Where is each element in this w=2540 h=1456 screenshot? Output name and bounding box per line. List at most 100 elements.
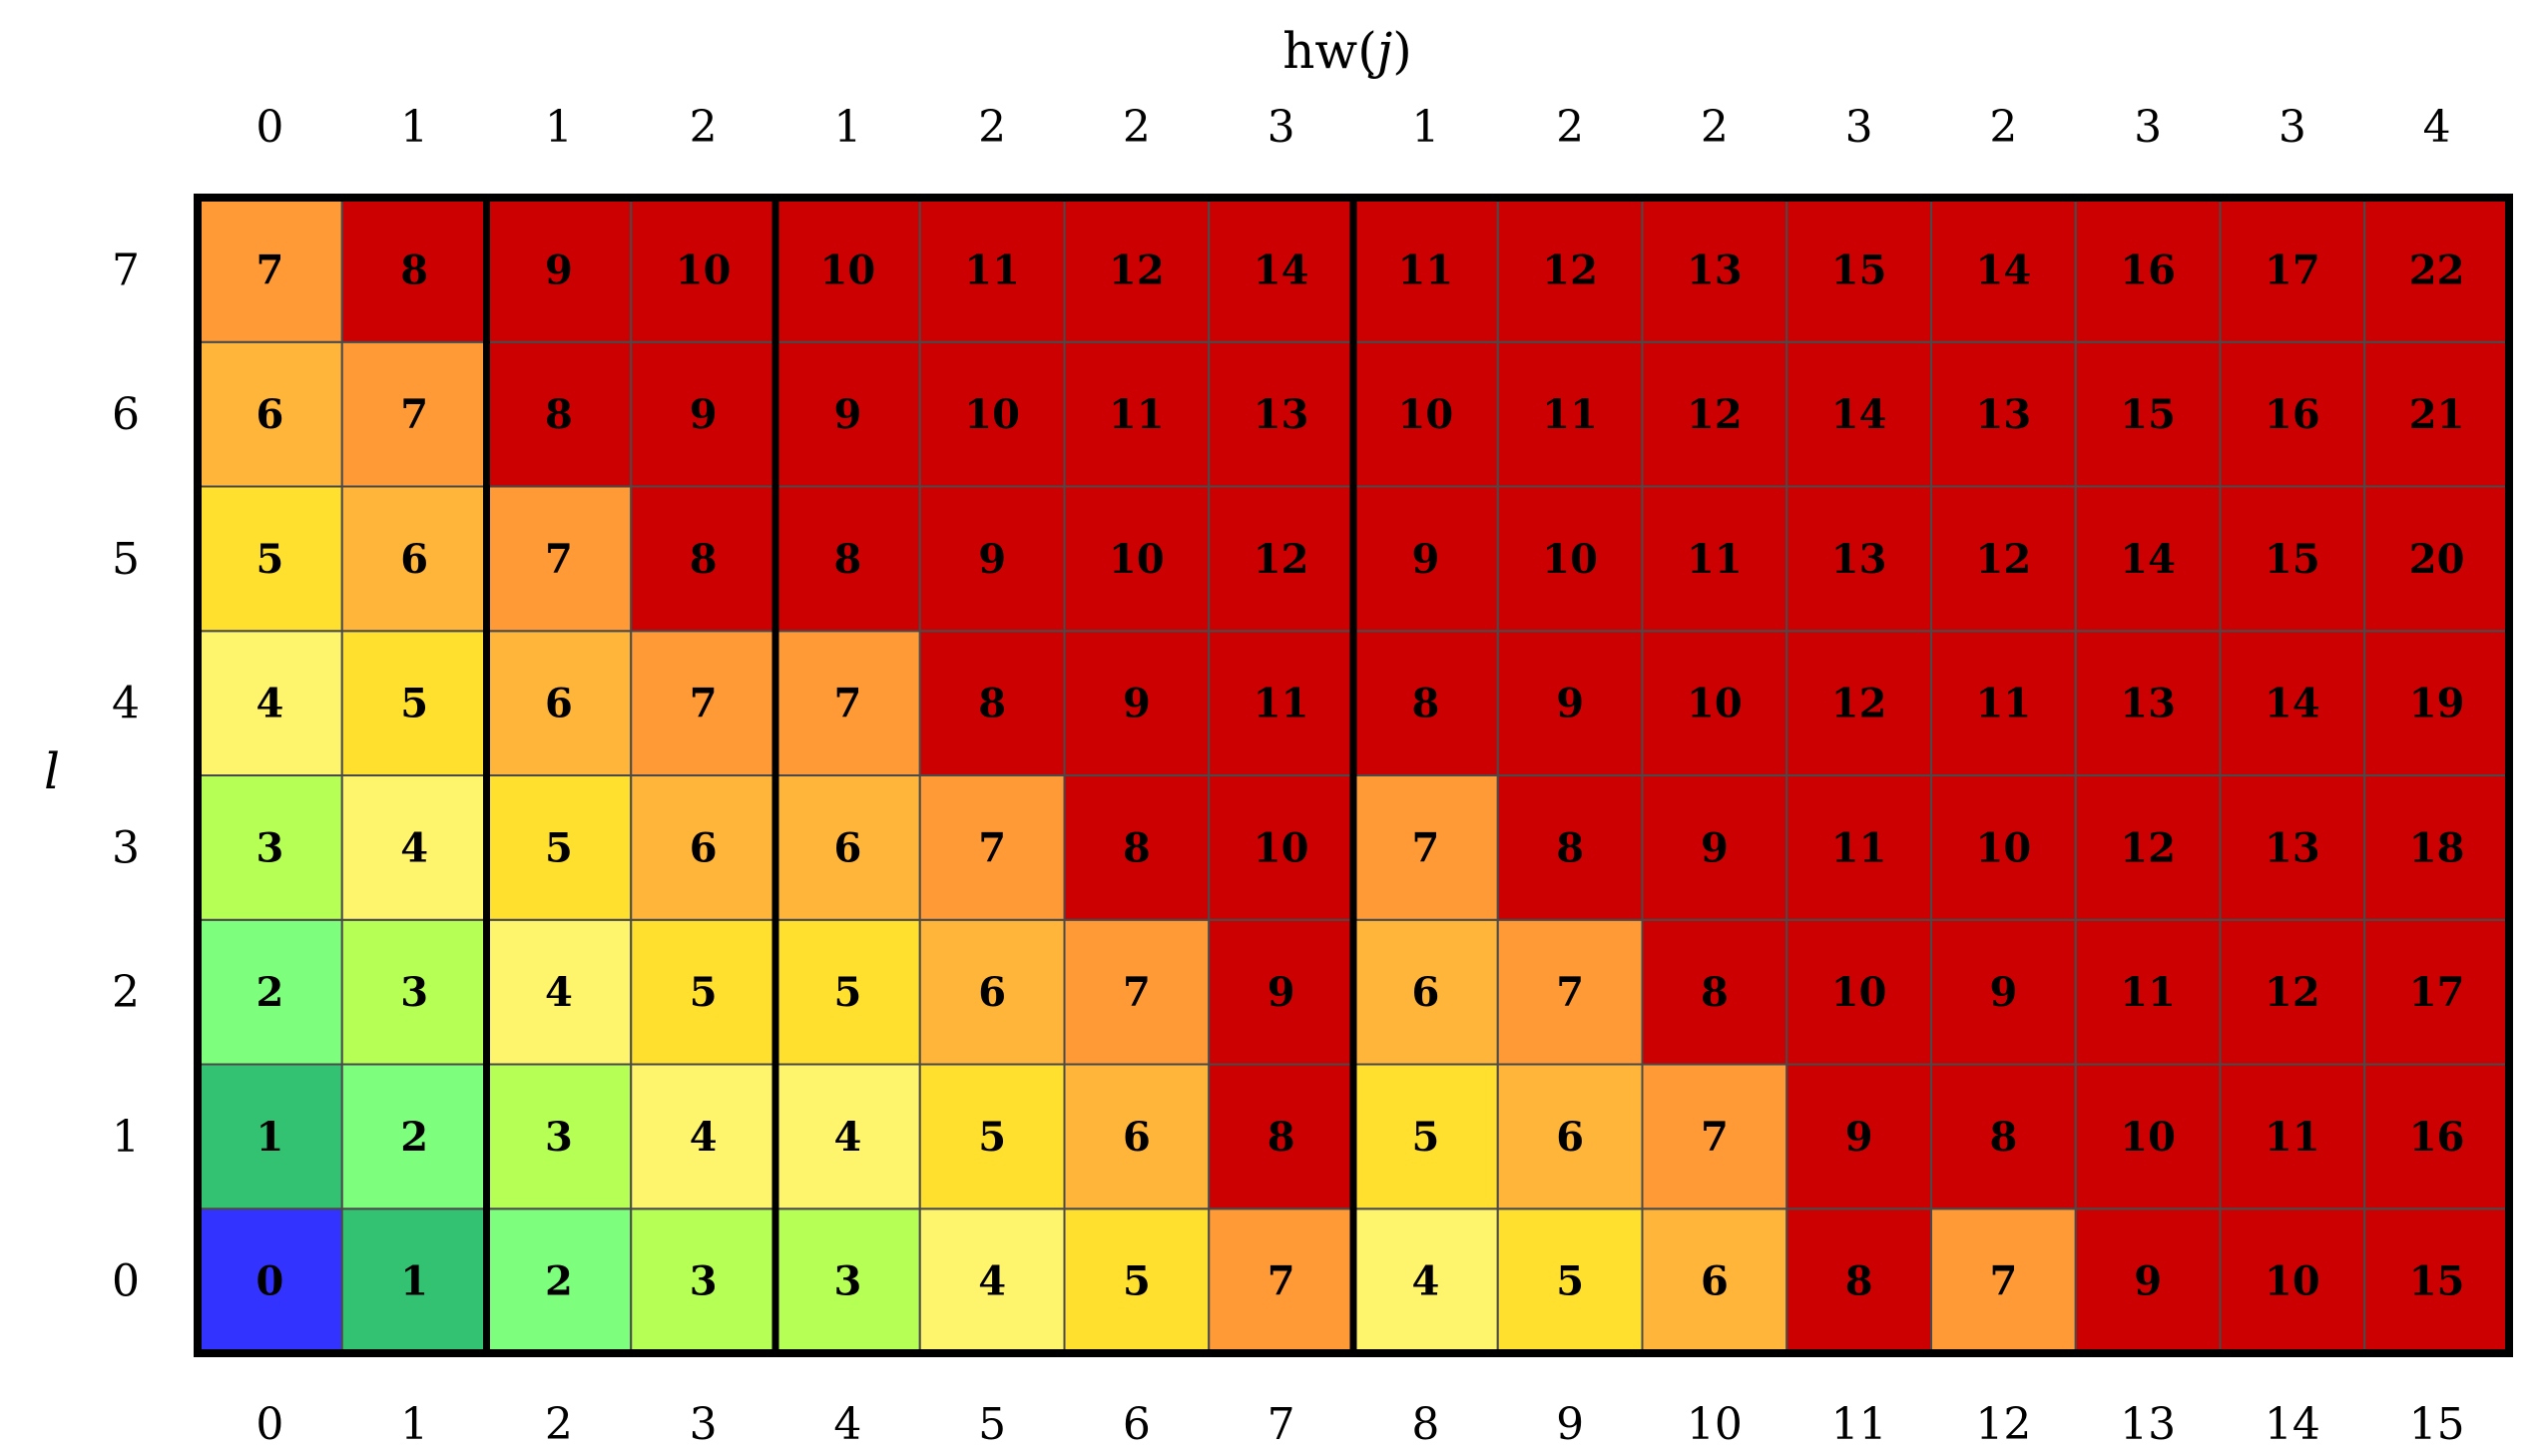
heatmap-cell bbox=[1930, 485, 2077, 633]
heatmap-cell-value: 20 bbox=[2409, 536, 2465, 583]
heatmap-cell-value: 11 bbox=[2120, 969, 2176, 1016]
heatmap-cell bbox=[1930, 1208, 2077, 1354]
heatmap-cell-value: 9 bbox=[1123, 681, 1151, 728]
heatmap-cell bbox=[630, 630, 776, 776]
heatmap-cell-value: 7 bbox=[978, 824, 1006, 871]
heatmap-cell bbox=[1785, 630, 1932, 776]
heatmap-cell-value: 19 bbox=[2409, 681, 2465, 728]
heatmap-cell-value: 5 bbox=[400, 681, 428, 728]
heatmap-cell bbox=[774, 485, 921, 633]
heatmap-cell-value: 11 bbox=[1976, 681, 2032, 728]
heatmap-cell bbox=[1063, 340, 1211, 488]
heatmap-cell bbox=[485, 630, 633, 776]
top-axis-title-suffix: ) bbox=[1392, 22, 1412, 80]
heatmap-cell-value: 5 bbox=[1411, 1114, 1439, 1161]
heatmap-cell-value: 14 bbox=[1976, 246, 2032, 293]
heatmap-cell-value: 13 bbox=[2265, 824, 2320, 871]
heatmap-cell-value: 3 bbox=[545, 1114, 573, 1161]
x-tick-labels: 0 1 2 3 4 5 6 7 8 9 10 11 12 13 14 15 bbox=[255, 1399, 2464, 1450]
heatmap-cell bbox=[2363, 630, 2510, 776]
heatmap-cell-value: 2 bbox=[400, 1114, 428, 1161]
heatmap-cell bbox=[1785, 197, 1932, 343]
heatmap-cell bbox=[1930, 340, 2077, 488]
heatmap-cell bbox=[918, 774, 1066, 921]
heatmap-cell bbox=[1063, 774, 1211, 921]
heatmap-cell-value: 10 bbox=[1687, 681, 1743, 728]
heatmap-cell bbox=[340, 774, 488, 921]
heatmap-cell-value: 15 bbox=[1831, 246, 1887, 293]
heatmap-cell bbox=[1496, 1063, 1644, 1211]
x-tick-label: 12 bbox=[1975, 1399, 2031, 1450]
heatmap-cell bbox=[340, 485, 488, 633]
heatmap-cell bbox=[2363, 485, 2510, 633]
heatmap-cell bbox=[1496, 197, 1644, 343]
heatmap-cell-value: 13 bbox=[2120, 681, 2176, 728]
heatmap-cell bbox=[1785, 774, 1932, 921]
heatmap-cell-value: 11 bbox=[1398, 246, 1454, 293]
heatmap-cell bbox=[2074, 630, 2222, 776]
y-tick-label: 4 bbox=[112, 679, 140, 729]
heatmap-cell bbox=[2074, 918, 2222, 1066]
heatmap-cell-value: 7 bbox=[1701, 1114, 1729, 1161]
heatmap-cell-value: 11 bbox=[1831, 824, 1887, 871]
heatmap-cell-value: 4 bbox=[400, 824, 428, 871]
hw-tick-label: 1 bbox=[400, 102, 428, 153]
heatmap-cell-value: 10 bbox=[2265, 1258, 2320, 1305]
heatmap-cell-value: 4 bbox=[255, 681, 283, 728]
x-tick-label: 8 bbox=[1411, 1399, 1439, 1450]
heatmap-cell bbox=[1063, 197, 1211, 343]
heatmap-cell-value: 11 bbox=[1254, 681, 1309, 728]
y-axis-title: l bbox=[44, 742, 60, 800]
heatmap-cell-value: 4 bbox=[978, 1258, 1006, 1305]
heatmap-cell-value: 6 bbox=[833, 824, 861, 871]
heatmap-cell bbox=[2219, 1063, 2366, 1211]
heatmap-cell bbox=[340, 340, 488, 488]
heatmap-cell-value: 12 bbox=[1542, 246, 1598, 293]
x-tick-label: 5 bbox=[978, 1399, 1006, 1450]
heatmap-cell bbox=[197, 197, 343, 343]
heatmap-cell-value: 15 bbox=[2265, 536, 2320, 583]
heatmap-cell bbox=[485, 1208, 633, 1354]
heatmap-cell-value: 10 bbox=[1831, 969, 1887, 1016]
heatmap-cell-value: 11 bbox=[1109, 391, 1165, 438]
heatmap-cell-value: 5 bbox=[978, 1114, 1006, 1161]
heatmap-cell bbox=[1930, 1063, 2077, 1211]
heatmap-cell-value: 8 bbox=[1556, 824, 1584, 871]
heatmap-cell-value: 3 bbox=[400, 969, 428, 1016]
x-tick-label: 0 bbox=[255, 1399, 283, 1450]
top-axis-title-prefix: hw( bbox=[1282, 22, 1377, 80]
heatmap-cell-value: 12 bbox=[2120, 824, 2176, 871]
y-tick-labels: 0 1 2 3 4 5 6 7 bbox=[112, 244, 140, 1306]
heatmap-cell bbox=[918, 918, 1066, 1066]
heatmap-cell-value: 10 bbox=[1398, 391, 1454, 438]
heatmap-cell-value: 12 bbox=[1687, 391, 1743, 438]
heatmap-cell-value: 9 bbox=[1411, 536, 1439, 583]
heatmap-cell-value: 6 bbox=[545, 681, 573, 728]
heatmap-cell bbox=[485, 774, 633, 921]
y-tick-label: 7 bbox=[112, 244, 140, 295]
heatmap-cell-value: 17 bbox=[2265, 246, 2320, 293]
heatmap-cell-value: 9 bbox=[1701, 824, 1729, 871]
heatmap-cell-value: 7 bbox=[1268, 1258, 1295, 1305]
hw-tick-label: 2 bbox=[1701, 102, 1729, 153]
heatmap-cell bbox=[1208, 630, 1354, 776]
heatmap-cell bbox=[1930, 630, 2077, 776]
heatmap-cell bbox=[340, 1063, 488, 1211]
heatmap-cell bbox=[918, 485, 1066, 633]
heatmap-cell-value: 7 bbox=[1556, 969, 1584, 1016]
hw-tick-label: 2 bbox=[978, 102, 1006, 153]
heatmap-cell bbox=[918, 1063, 1066, 1211]
hw-tick-label: 1 bbox=[1411, 102, 1439, 153]
heatmap-cell bbox=[1208, 1208, 1354, 1354]
heatmap-cell-value: 13 bbox=[1254, 391, 1309, 438]
hw-tick-label: 1 bbox=[833, 102, 861, 153]
heatmap-cell-value: 8 bbox=[1268, 1114, 1295, 1161]
heatmap-cell bbox=[1641, 774, 1788, 921]
heatmap-cell-value: 2 bbox=[545, 1258, 573, 1305]
heatmap-cell-value: 4 bbox=[833, 1114, 861, 1161]
x-tick-label: 3 bbox=[690, 1399, 718, 1450]
heatmap-cell-value: 10 bbox=[1542, 536, 1598, 583]
heatmap-cell-value: 3 bbox=[690, 1258, 718, 1305]
heatmap-cell bbox=[2219, 774, 2366, 921]
